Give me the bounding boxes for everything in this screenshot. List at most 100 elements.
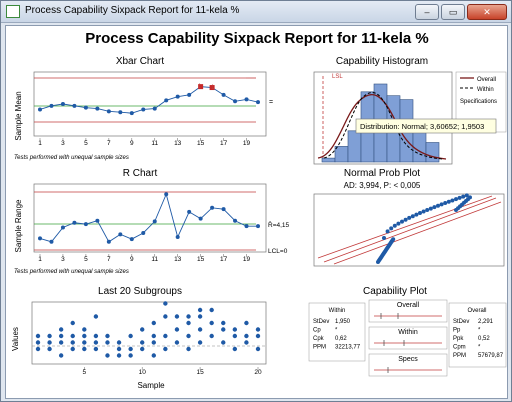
data-point: [256, 100, 260, 105]
subgroup-point: [93, 340, 99, 345]
data-point: [175, 94, 180, 99]
subgroup-point: [209, 320, 214, 326]
xbar-note: Tests performed with unequal sample size…: [14, 155, 129, 161]
overall-stats-rows: StDev 2,291 Pp * Ppk 0,52 Cpm * PPM 57679,87: [453, 319, 504, 359]
subgroup-point: [244, 333, 249, 339]
subgroup-point: [140, 327, 145, 332]
subgroup-point: [82, 346, 87, 352]
subgroup-point: [197, 314, 203, 319]
subgroup-point: [70, 320, 75, 326]
subgroup-point: [58, 353, 64, 358]
subgroup-point: [105, 340, 110, 345]
subgroup-point: [151, 353, 156, 358]
subgroup-point: [70, 346, 75, 352]
cap-bar-overall-label: Overall: [397, 302, 420, 309]
minimize-button[interactable]: –: [415, 4, 439, 20]
prob-point: [454, 197, 458, 202]
subgroup-point: [35, 346, 41, 352]
data-point: [152, 106, 157, 111]
stat-name: Pp: [453, 328, 461, 334]
maximize-button[interactable]: ▭: [441, 4, 465, 20]
tick-label: 7: [107, 140, 111, 147]
data-point: [38, 107, 42, 112]
tick-label: 5: [83, 369, 87, 376]
flagged-point: [198, 84, 204, 90]
data-point: [49, 239, 54, 244]
stat-name: StDev: [313, 319, 329, 325]
subgroup-point: [209, 307, 214, 313]
rchart-title: R Chart: [123, 168, 158, 179]
normprob-points: [376, 193, 472, 264]
subgroup-point: [163, 314, 168, 319]
subgroup-point: [232, 327, 238, 332]
xbar-series: [38, 84, 260, 116]
data-point: [49, 103, 54, 108]
subgroup-point: [116, 346, 122, 352]
histogram-bar: [347, 130, 362, 163]
tick-label: 17: [220, 140, 228, 147]
prob-point: [403, 217, 408, 222]
data-point: [198, 216, 203, 221]
stat-name: Cpm: [453, 345, 466, 351]
subgroup-point: [174, 340, 180, 345]
rchart-rbar-label: R̄=4,15: [268, 221, 290, 229]
xbar-right-label: =: [269, 99, 273, 106]
subgroup-point: [140, 346, 145, 352]
subgroup-point: [244, 320, 249, 326]
prob-point: [392, 223, 397, 228]
prob-point: [468, 195, 472, 200]
histogram-bar: [425, 142, 440, 163]
subgroup-point: [151, 340, 156, 345]
subgroup-point: [128, 353, 133, 358]
report-canvas: Process Capability Sixpack Report for 11…: [5, 25, 508, 399]
stat-name: PPM: [313, 345, 326, 351]
sixpack-report: Process Capability Sixpack Report for 11…: [11, 30, 507, 390]
cap-bar-specs: Specs: [368, 353, 448, 377]
subgroup-point: [244, 340, 249, 345]
data-point: [129, 111, 134, 116]
within-stats-rows: StDev 1,950 Cp * Cpk 0,62 PPM 32213,77: [313, 319, 361, 351]
subgroup-point: [47, 340, 52, 345]
data-point: [118, 110, 123, 115]
subgroup-point: [35, 333, 41, 339]
tick-label: 15: [196, 369, 204, 376]
last20-ylabel: Values: [11, 327, 20, 351]
data-point: [95, 106, 100, 111]
stat-value: *: [335, 328, 338, 334]
subgroup-point: [70, 340, 75, 345]
prob-point: [461, 194, 466, 199]
last20-x-ticks: 5 10 15 20: [83, 367, 262, 376]
data-point: [83, 105, 88, 110]
data-point: [38, 236, 42, 241]
tick-label: 15: [197, 256, 205, 263]
flagged-point: [209, 85, 215, 91]
overall-curve: [317, 93, 447, 160]
subgroup-point: [82, 327, 87, 332]
tick-label: 5: [84, 256, 88, 263]
subgroup-point: [163, 346, 168, 352]
close-button[interactable]: ✕: [467, 4, 507, 20]
data-point: [60, 102, 65, 106]
subgroup-point: [186, 320, 191, 326]
subgroup-point: [197, 327, 203, 332]
stat-value: 1,950: [335, 319, 351, 325]
tick-label: 10: [139, 369, 147, 376]
prob-point: [428, 206, 433, 211]
prob-point: [418, 211, 422, 216]
xbar-title: Xbar Chart: [116, 56, 165, 67]
data-point: [141, 107, 146, 112]
title-bar[interactable]: Process Capability Sixpack Report for 11…: [1, 1, 511, 23]
cap-bar-overall: Overall: [368, 299, 448, 323]
subgroup-point: [221, 340, 226, 345]
stat-value: *: [478, 328, 481, 334]
stat-value: 57679,87: [478, 353, 504, 359]
histogram-bar: [321, 157, 336, 163]
prob-point: [385, 229, 390, 234]
subgroup-point: [163, 333, 168, 339]
data-point: [233, 218, 238, 223]
last20-plot-area: [31, 301, 267, 365]
cap-bar-specs-label: Specs: [398, 356, 418, 363]
data-point: [244, 224, 249, 229]
tick-label: 1: [38, 140, 42, 147]
